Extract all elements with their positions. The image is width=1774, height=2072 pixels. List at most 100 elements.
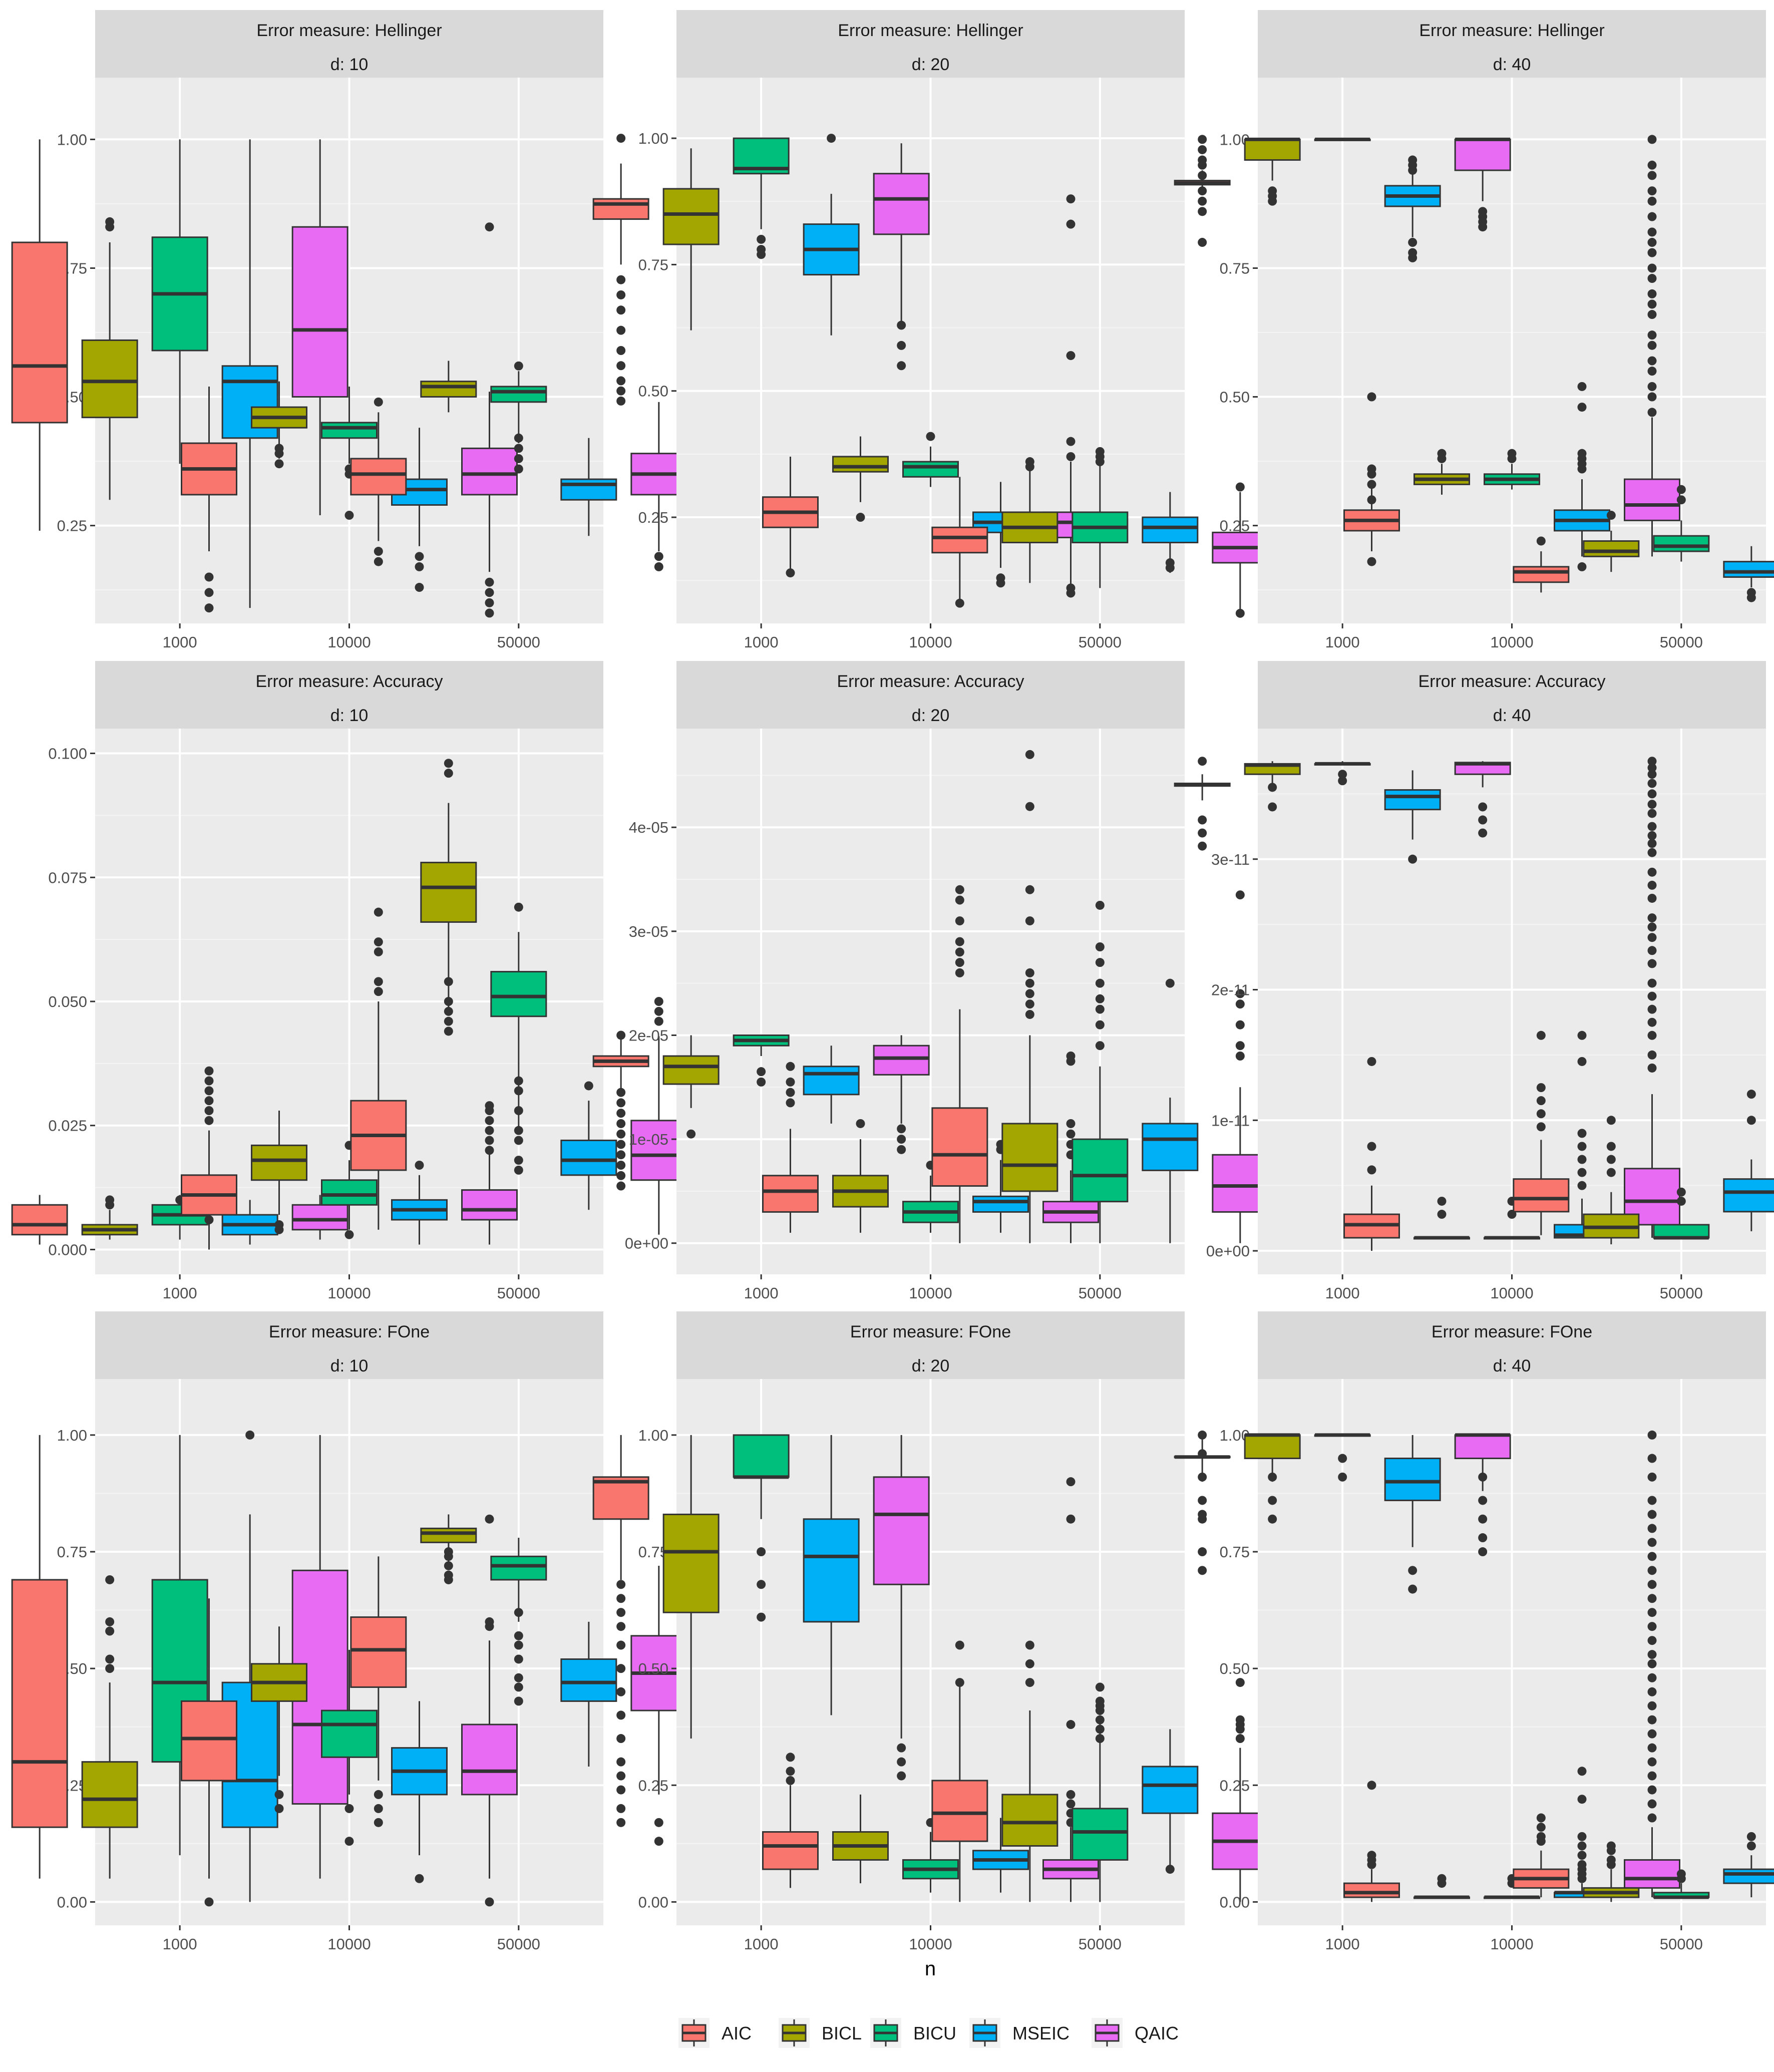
- panel-6-box-50000-bicl-outlier-2: [444, 1561, 453, 1570]
- panel-2-box-1000-mseic-outlier-5: [1408, 253, 1417, 262]
- panel-3-box-10000-aic-outlier-2: [204, 1086, 214, 1096]
- panel-7-box-1000-aic-outlier-13: [616, 1818, 626, 1827]
- panel-2-box-1000-aic-outlier-1: [1198, 145, 1207, 154]
- panel-0-box-10000-bicu: [321, 422, 378, 439]
- panel-8-box-1000-qaic-outlier-2: [1478, 1514, 1488, 1524]
- panel-4-box-50000-qaic-outlier-5: [1235, 1052, 1245, 1061]
- panel-8-strip: [1258, 1311, 1766, 1379]
- panel-8-box-10000-qaic-outlier-4: [1647, 1510, 1657, 1519]
- panel-1-box-50000-bicl-outlier-1: [1025, 462, 1034, 472]
- panel-6-box-50000-mseic: [560, 1658, 617, 1702]
- panel-1-xtick-label-2: 50000: [1079, 633, 1122, 651]
- panel-4-box-1000-qaic-outlier-1: [897, 1135, 906, 1144]
- panel-3-strip: [95, 661, 603, 729]
- panel-2-box-10000-qaic-outlier-5: [1647, 212, 1657, 221]
- panel-5-box-10000-aic-outlier-0: [1367, 1057, 1376, 1066]
- panel-7-box-1000-aic: [592, 1476, 649, 1520]
- panel-1-box-10000-mseic-outlier-1: [996, 578, 1005, 588]
- panel-2-box-1000-aic-outlier-3: [1198, 160, 1207, 170]
- panel-0-box-10000-mseic-outlier-0: [415, 552, 424, 561]
- panel-1-box-1000-qaic-outlier-2: [897, 361, 906, 371]
- panel-3-box-50000-qaic-outlier-0: [654, 997, 663, 1006]
- panel-0-box-50000-qaic-outlier-0: [654, 552, 663, 561]
- panel-7-box-50000-bicu-outlier-5: [1095, 1724, 1105, 1734]
- panel-8-box-10000-qaic-outlier-19: [1647, 1715, 1657, 1724]
- panel-3-box-10000-bicl: [251, 1144, 307, 1181]
- panel-1-strip-title: Error measure: Hellinger: [838, 21, 1023, 40]
- panel-2-box-10000-qaic-outlier-17: [1647, 367, 1657, 376]
- panel-3-box-50000-bicl-outlier-0: [444, 759, 453, 768]
- panel-5-box-10000-qaic-outlier-13: [1647, 893, 1657, 903]
- panel-7-box-50000-bicl-outlier-2: [1025, 1678, 1034, 1687]
- panel-4-box-1000-aic-outlier-5: [616, 1129, 626, 1139]
- panel-7-box-1000-qaic-outlier-0: [897, 1743, 906, 1753]
- panel-3-box-50000-bicl: [420, 862, 477, 923]
- panel-7-xtick-label-1: 10000: [909, 1935, 952, 1953]
- panel-5-box-50000-bicl-outlier-3: [1606, 1168, 1616, 1177]
- panel-5-box-1000-mseic: [1384, 789, 1441, 811]
- panel-8-box-1000-aic-outlier-2: [1198, 1472, 1207, 1482]
- x-axis-title: n: [925, 1958, 936, 1980]
- panel-6-box-10000-aic-outlier-0: [204, 1897, 214, 1907]
- panel-8-box-10000-qaic-outlier-11: [1647, 1608, 1657, 1617]
- panel-0-box-10000-mseic: [391, 478, 448, 506]
- panel-0-strip-title: Error measure: Hellinger: [256, 21, 442, 40]
- panel-3-ytick-label-1: 0.025: [48, 1117, 87, 1135]
- panel-3-box-1000-bicl-outlier-1: [105, 1195, 115, 1205]
- panel-5-box-10000-qaic-outlier-12: [1647, 880, 1657, 890]
- panel-6-box-1000-bicl-outlier-1: [105, 1617, 115, 1626]
- panel-3-box-1000-aic: [11, 1204, 68, 1236]
- panel-3-box-50000-bicl-outlier-6: [444, 1026, 453, 1036]
- panel-7-box-50000-bicu: [1072, 1808, 1129, 1861]
- panel-4-box-1000-aic-outlier-7: [616, 1150, 626, 1160]
- panel-4-box-1000-aic-outlier-1: [616, 1088, 626, 1097]
- panel-0-xtick-label-1: 10000: [327, 633, 371, 651]
- panel-0-box-10000-bicl-outlier-2: [274, 449, 284, 458]
- panel-3-ytick-label-3: 0.075: [48, 869, 87, 886]
- panel-5-box-10000-qaic-outlier-19: [1647, 978, 1657, 988]
- panel-1-box-10000-aic-outlier-0: [786, 568, 795, 578]
- panel-4-box-50000-aic-outlier-2: [955, 916, 964, 926]
- panel-5-box-10000-qaic-outlier-8: [1647, 831, 1657, 840]
- panel-7-box-50000-bicu-outlier-4: [1095, 1715, 1105, 1724]
- panel-5-box-10000-mseic-outlier-5: [1577, 1168, 1587, 1177]
- panel-7-box-50000-bicu-outlier-3: [1095, 1706, 1105, 1715]
- panel-1-box-10000-qaic-outlier-2: [1066, 351, 1076, 361]
- panel-2-box-10000-qaic-outlier-18: [1647, 382, 1657, 391]
- panel-5-box-10000-bicl-outlier-0: [1437, 1196, 1447, 1206]
- panel-5-box-10000-qaic-outlier-14: [1647, 913, 1657, 923]
- panel-2-box-10000-aic-outlier-0: [1367, 392, 1376, 402]
- panel-7-box-1000-mseic: [803, 1518, 860, 1623]
- panel-5-box-10000-qaic-outlier-7: [1647, 822, 1657, 831]
- panel-7-box-50000-mseic-outlier-0: [1165, 1865, 1175, 1874]
- panel-8-box-10000-qaic-outlier-20: [1647, 1729, 1657, 1739]
- panel-0-box-10000-aic-outlier-1: [204, 588, 214, 597]
- panel-5-box-1000-aic-outlier-1: [1198, 828, 1207, 838]
- panel-4-box-1000-qaic-outlier-2: [897, 1145, 906, 1154]
- panel-2-box-10000-qaic-outlier-1: [1647, 160, 1657, 170]
- panel-5-box-10000-qaic-outlier-11: [1647, 867, 1657, 877]
- panel-0-box-10000-aic-outlier-2: [204, 603, 214, 613]
- panel-2-box-10000-qaic-outlier-3: [1647, 186, 1657, 196]
- panel-4-ytick-label-0: 0e+00: [625, 1235, 668, 1252]
- panel-5-box-50000-bicu-outlier-0: [1676, 1187, 1686, 1197]
- panel-7-box-50000-mseic: [1142, 1766, 1199, 1814]
- panel-1-box-10000-bicu: [902, 461, 959, 478]
- panel-8-box-50000-mseic-outlier-0: [1746, 1832, 1756, 1841]
- panel-5-box-50000-bicu: [1653, 1224, 1710, 1239]
- panel-8-box-10000-qaic-outlier-9: [1647, 1580, 1657, 1589]
- panel-2-box-50000-bicl: [1583, 540, 1640, 557]
- panel-5-box-10000-qaic-outlier-16: [1647, 933, 1657, 942]
- panel-5-box-10000-qaic-outlier-21: [1647, 1004, 1657, 1014]
- panel-2-box-50000-aic-outlier-0: [1536, 536, 1546, 546]
- panel-8-box-50000-aic-outlier-3: [1536, 1837, 1546, 1846]
- panel-5-box-10000-qaic-outlier-3: [1647, 779, 1657, 788]
- panel-7-box-1000-qaic-outlier-2: [897, 1771, 906, 1781]
- panel-0-box-50000-bicl: [420, 381, 477, 398]
- panel-7-strip-subtitle: d: 20: [912, 1356, 950, 1375]
- panel-6-strip: [95, 1311, 603, 1379]
- panel-0-box-50000-bicu-outlier-1: [514, 444, 523, 453]
- panel-1-box-1000-qaic: [873, 173, 930, 235]
- panel-1-strip-subtitle: d: 20: [912, 55, 950, 74]
- panel-2-box-10000-qaic-outlier-14: [1647, 330, 1657, 340]
